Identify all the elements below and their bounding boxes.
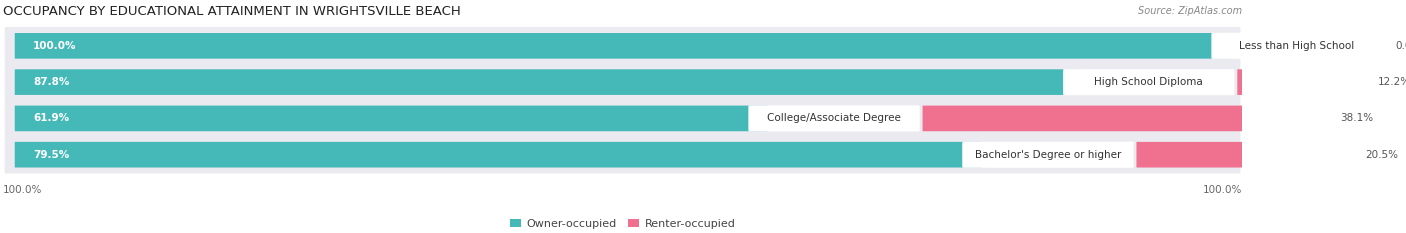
FancyBboxPatch shape <box>4 136 1240 174</box>
FancyBboxPatch shape <box>14 69 1083 95</box>
FancyBboxPatch shape <box>4 63 1240 101</box>
FancyBboxPatch shape <box>962 142 1133 168</box>
FancyBboxPatch shape <box>14 106 768 131</box>
FancyBboxPatch shape <box>14 142 981 168</box>
Text: 100.0%: 100.0% <box>3 185 42 195</box>
Legend: Owner-occupied, Renter-occupied: Owner-occupied, Renter-occupied <box>505 214 740 233</box>
FancyBboxPatch shape <box>14 33 1230 59</box>
FancyBboxPatch shape <box>1063 69 1234 95</box>
FancyBboxPatch shape <box>4 27 1240 65</box>
Text: 100.0%: 100.0% <box>1204 185 1243 195</box>
Text: 12.2%: 12.2% <box>1378 77 1406 87</box>
Text: Less than High School: Less than High School <box>1240 41 1355 51</box>
Text: 38.1%: 38.1% <box>1340 113 1374 123</box>
Text: Source: ZipAtlas.com: Source: ZipAtlas.com <box>1139 6 1243 16</box>
Text: 87.8%: 87.8% <box>34 77 69 87</box>
FancyBboxPatch shape <box>4 99 1240 137</box>
Text: High School Diploma: High School Diploma <box>1094 77 1204 87</box>
Text: Bachelor's Degree or higher: Bachelor's Degree or higher <box>974 150 1121 160</box>
FancyBboxPatch shape <box>1212 33 1382 59</box>
FancyBboxPatch shape <box>1136 142 1355 168</box>
FancyBboxPatch shape <box>1237 69 1368 95</box>
Text: College/Associate Degree: College/Associate Degree <box>768 113 901 123</box>
Text: 61.9%: 61.9% <box>34 113 69 123</box>
FancyBboxPatch shape <box>922 106 1330 131</box>
Text: 100.0%: 100.0% <box>34 41 77 51</box>
Text: OCCUPANCY BY EDUCATIONAL ATTAINMENT IN WRIGHTSVILLE BEACH: OCCUPANCY BY EDUCATIONAL ATTAINMENT IN W… <box>3 4 461 17</box>
Text: 79.5%: 79.5% <box>34 150 69 160</box>
FancyBboxPatch shape <box>748 105 920 131</box>
Text: 20.5%: 20.5% <box>1365 150 1399 160</box>
Text: 0.0%: 0.0% <box>1396 41 1406 51</box>
